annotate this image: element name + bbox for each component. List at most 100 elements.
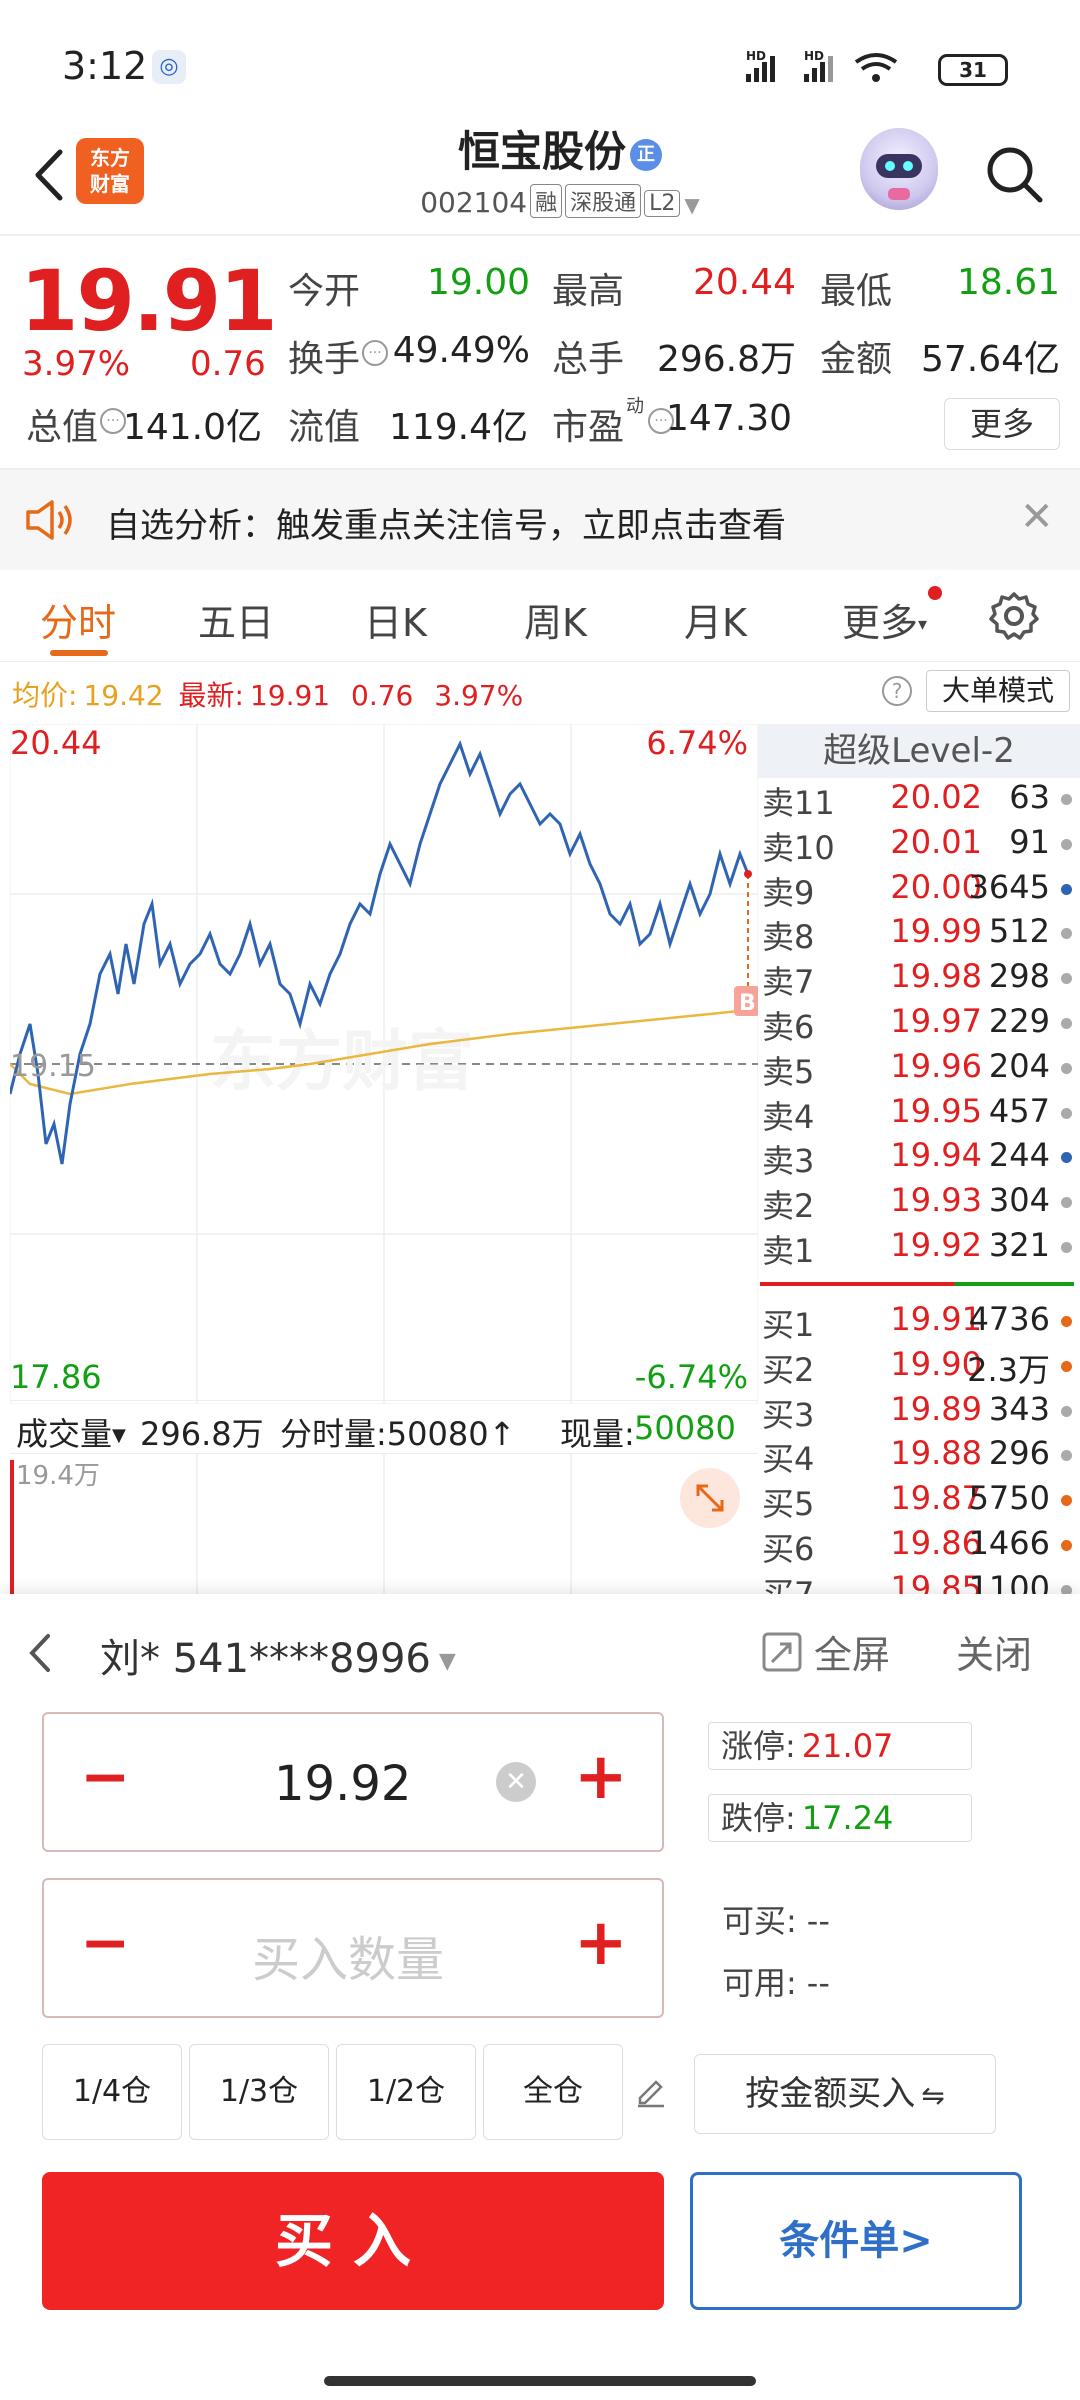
quote-label: 今开 <box>288 271 361 312</box>
bid-price: 19.87 <box>890 1479 982 1518</box>
fullscreen-button[interactable]: 全屏 <box>814 1633 891 1677</box>
ask-price: 19.99 <box>890 912 982 951</box>
price-input[interactable]: 19.92 <box>274 1756 412 1812</box>
qty-minus-button[interactable]: − <box>80 1908 131 1978</box>
limit-up-value[interactable]: 21.07 <box>801 1727 894 1765</box>
volume-label: 成交量 <box>16 1415 113 1453</box>
quote-value: 18.61 <box>956 262 1060 303</box>
chart-high-label: 20.44 <box>10 724 102 762</box>
panel-back-icon[interactable] <box>20 1628 60 1678</box>
account-number: 刘* 541****8996 <box>100 1636 431 1682</box>
ask-level: 卖5 <box>762 1052 815 1091</box>
ask-row[interactable]: 卖4 19.95 457 <box>762 1092 1072 1137</box>
level2-header[interactable]: 超级Level-2 <box>758 724 1080 778</box>
ask-level: 卖2 <box>762 1187 815 1226</box>
avg-value: 19.42 <box>83 679 164 712</box>
ask-row[interactable]: 卖6 19.97 229 <box>762 1002 1072 1047</box>
conditional-order-button[interactable]: 条件单> <box>690 2172 1022 2310</box>
ask-row[interactable]: 卖10 20.01 91 <box>762 823 1072 868</box>
ask-level: 卖6 <box>762 1008 815 1046</box>
position-half-button[interactable]: 1/2仓 <box>336 2044 476 2140</box>
order-flag-dot <box>1061 1360 1072 1372</box>
edit-pencil-icon[interactable] <box>634 2074 668 2108</box>
tab-more[interactable]: 更多▾ <box>842 592 927 647</box>
intraday-chart[interactable]: 东方财富 B 20.44 6.74% 19.15 17.86 -6.74% <box>10 724 758 1404</box>
clear-icon[interactable]: ✕ <box>496 1762 536 1802</box>
home-indicator[interactable] <box>324 2376 756 2386</box>
ask-price: 20.02 <box>890 778 982 816</box>
search-icon[interactable] <box>980 140 1050 210</box>
stock-name: 恒宝股份 <box>457 127 626 176</box>
info-dots-icon[interactable]: ··· <box>100 408 126 434</box>
change-amount: 0.76 <box>190 344 266 384</box>
help-icon[interactable]: ? <box>882 676 912 706</box>
back-arrow-icon[interactable] <box>20 140 80 210</box>
big-order-mode-button[interactable]: 大单模式 <box>926 670 1070 712</box>
fullscreen-icon[interactable] <box>760 1630 804 1674</box>
bid-price: 19.86 <box>890 1524 982 1562</box>
ask-row[interactable]: 卖2 19.93 304 <box>762 1181 1072 1226</box>
expand-icon <box>696 1484 724 1512</box>
buy-button[interactable]: 买入 <box>42 2172 664 2310</box>
quote-label: 金额 <box>820 339 893 380</box>
tab-weekly-k[interactable]: 周K <box>524 601 587 645</box>
position-third-button[interactable]: 1/3仓 <box>189 2044 329 2140</box>
quantity-input[interactable]: 买入数量 <box>252 1932 445 1988</box>
volume-selector[interactable]: 成交量▼ <box>16 1409 126 1455</box>
ask-row[interactable]: 卖5 19.96 204 <box>762 1047 1072 1092</box>
quote-value: 147.30 <box>666 398 792 439</box>
close-panel-button[interactable]: 关闭 <box>956 1633 1033 1677</box>
available-label: 可用: <box>722 1964 797 2002</box>
bid-row[interactable]: 买2 19.90 2.3万 <box>762 1345 1072 1390</box>
bid-volume: 343 <box>988 1389 1050 1428</box>
notice-bar[interactable]: 自选分析：触发重点关注信号，立即点击查看 ✕ <box>0 470 1080 570</box>
buy-by-amount-button[interactable]: 按金额买入 ⇋ <box>694 2054 996 2134</box>
buy-by-amount-label: 按金额买入 <box>745 2074 916 2114</box>
tag-margin: 融 <box>530 184 563 218</box>
ask-row[interactable]: 卖3 19.94 244 <box>762 1136 1072 1181</box>
settings-gear-icon[interactable] <box>986 588 1042 644</box>
volume-chart[interactable]: 19.4万 <box>10 1454 758 1594</box>
info-dots-icon[interactable]: ··· <box>648 408 674 434</box>
assistant-avatar[interactable] <box>860 128 938 210</box>
battery-icon: 31 <box>938 54 1008 86</box>
ask-row[interactable]: 卖11 20.02 63 <box>762 778 1072 823</box>
more-quote-button[interactable]: 更多 <box>944 398 1060 450</box>
stock-title[interactable]: 恒宝股份正 <box>370 118 750 179</box>
bid-row[interactable]: 买4 19.88 296 <box>762 1434 1072 1479</box>
account-selector[interactable]: 刘* 541****8996 ▼ <box>100 1626 456 1684</box>
bid-level: 买2 <box>762 1350 815 1389</box>
average-price-line <box>10 1008 749 1096</box>
bid-row[interactable]: 买3 19.89 343 <box>762 1390 1072 1435</box>
bid-row[interactable]: 买6 19.86 1466 <box>762 1524 1072 1569</box>
bid-row[interactable]: 买1 19.91 4736 <box>762 1300 1072 1345</box>
tab-intraday[interactable]: 分时 <box>40 601 117 645</box>
price-minus-button[interactable]: − <box>80 1742 131 1812</box>
chart-tabs: 分时 五日 日K 周K 月K 更多▾ <box>0 570 1080 662</box>
ask-row[interactable]: 卖9 20.00 3645 <box>762 868 1072 913</box>
close-icon[interactable]: ✕ <box>1020 494 1054 540</box>
ask-row[interactable]: 卖8 19.99 512 <box>762 912 1072 957</box>
quote-value: 20.44 <box>692 262 796 303</box>
volume-total: 296.8万 <box>140 1415 264 1453</box>
ask-row[interactable]: 卖7 19.98 298 <box>762 957 1072 1002</box>
available-value: -- <box>806 1964 830 2002</box>
tab-five-day[interactable]: 五日 <box>198 601 275 645</box>
limit-down-value[interactable]: 17.24 <box>801 1799 894 1837</box>
position-full-button[interactable]: 全仓 <box>483 2044 623 2140</box>
info-dots-icon[interactable]: ··· <box>362 340 388 366</box>
ask-row[interactable]: 卖1 19.92 321 <box>762 1226 1072 1271</box>
notice-text: 自选分析：触发重点关注信号，立即点击查看 <box>106 506 786 546</box>
tab-daily-k[interactable]: 日K <box>364 601 427 645</box>
price-plus-button[interactable]: + <box>574 1740 628 1814</box>
quote-label: 换手 <box>288 339 361 380</box>
qty-plus-button[interactable]: + <box>574 1906 628 1980</box>
latest-pct: 3.97% <box>434 679 524 712</box>
dropdown-caret-icon[interactable]: ▼ <box>684 193 700 217</box>
tab-monthly-k[interactable]: 月K <box>684 601 747 645</box>
position-quarter-button[interactable]: 1/4仓 <box>42 2044 182 2140</box>
bid-price: 19.88 <box>890 1434 982 1473</box>
ask-volume: 244 <box>988 1136 1050 1175</box>
bid-row[interactable]: 买5 19.87 5750 <box>762 1479 1072 1524</box>
tab-more-caret-icon: ▾ <box>918 614 928 635</box>
